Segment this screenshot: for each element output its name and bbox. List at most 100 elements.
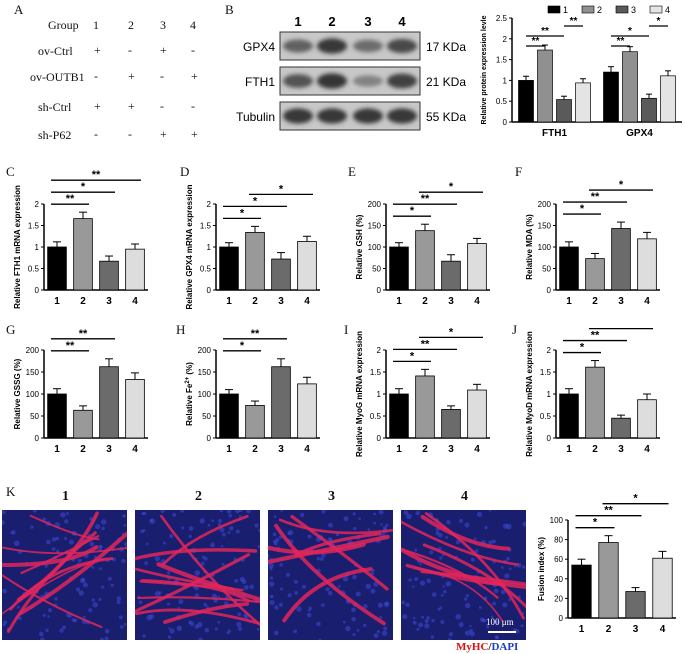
bar (47, 246, 67, 291)
nucleus (123, 523, 127, 527)
x-tick-label: 3 (278, 296, 284, 307)
nucleus (345, 625, 351, 632)
nucleus (98, 597, 102, 602)
protein-label: GPX4 (243, 40, 275, 54)
nucleus (160, 510, 165, 513)
myotube (137, 596, 260, 604)
nucleus (178, 599, 184, 604)
bar (415, 230, 435, 291)
mark: + (94, 99, 101, 113)
y-tick-label: 2 (207, 200, 212, 209)
y-tick-label: 2 (547, 346, 552, 355)
y-tick-label: 1.5 (540, 368, 552, 377)
nucleus (168, 627, 171, 630)
x-tick-label: 2 (606, 624, 612, 635)
nucleus (241, 579, 247, 584)
x-tick-label: 4 (132, 296, 138, 307)
nucleus (217, 620, 221, 624)
chart-d: 0 0.5 1 1.5 2 Relative GPX4 mRNA expression 1 2… (185, 183, 320, 310)
bar (598, 542, 619, 619)
x-tick-label: 4 (132, 444, 138, 455)
nucleus (188, 534, 192, 539)
micro-label-3: 3 (328, 489, 335, 504)
nucleus (473, 537, 477, 541)
nucleus (269, 576, 274, 580)
nucleus (10, 531, 14, 535)
nucleus (55, 536, 60, 541)
x-tick-label: 3 (633, 624, 639, 635)
nucleus (162, 541, 166, 545)
bar (637, 238, 657, 291)
lane-label: 2 (328, 14, 335, 29)
y-axis-label: Relative GSH (%) (355, 214, 364, 279)
nucleus (445, 535, 448, 539)
nucleus (154, 555, 161, 562)
nucleus (82, 582, 88, 588)
western-blot-image: 1 2 3 4 GPX4 17 KDa FTH1 21 KDa Tubulin 55 KDa (236, 14, 466, 131)
nucleus (418, 622, 423, 628)
nucleus (144, 561, 148, 566)
nucleus (104, 636, 109, 640)
nucleus (236, 621, 242, 627)
nucleus (299, 512, 305, 518)
bar (571, 564, 592, 619)
nucleus (269, 600, 275, 606)
nucleus (373, 633, 379, 639)
nucleus (167, 635, 172, 639)
blot-band (283, 39, 313, 53)
nucleus (59, 628, 64, 633)
nucleus (42, 613, 46, 617)
nucleus (181, 526, 185, 530)
myotube (135, 548, 258, 561)
legend-swatch (547, 5, 561, 14)
bar (603, 71, 619, 123)
bar (556, 99, 572, 123)
y-tick-label: 200 (198, 346, 212, 355)
significance-label: ** (421, 193, 430, 205)
nucleus (488, 540, 493, 545)
nucleus (469, 628, 473, 633)
nucleus (166, 571, 171, 575)
nucleus (166, 602, 170, 606)
nucleus (287, 593, 292, 598)
myotube (420, 514, 511, 551)
nucleus (2, 623, 6, 627)
nucleus (419, 562, 422, 566)
myotube (290, 514, 389, 591)
bar (245, 405, 265, 439)
y-tick-label: 100 (538, 243, 552, 252)
x-tick-label: 3 (618, 296, 624, 307)
band-size-label: 17 KDa (426, 40, 466, 54)
mark: - (191, 99, 195, 113)
y-tick-label: 0 (547, 434, 552, 443)
nucleus (522, 521, 526, 527)
nucleus (352, 512, 356, 516)
nucleus (352, 632, 356, 637)
micrograph-4 (401, 510, 526, 640)
myotube (278, 518, 393, 535)
nucleus (431, 592, 437, 597)
panel-label-j: J (512, 322, 518, 337)
nucleus (408, 578, 412, 582)
nucleus (268, 562, 274, 569)
blot-band (317, 38, 347, 54)
nucleus (337, 585, 341, 588)
nucleus (268, 581, 275, 587)
micrograph-1 (2, 510, 127, 640)
nucleus (2, 588, 7, 594)
nucleus (362, 604, 368, 609)
nucleus (47, 608, 53, 613)
nucleus (142, 511, 147, 516)
western-blot: 1 2 3 4 GPX4 17 KDa FTH1 21 KDa Tubulin 55 KDa (228, 10, 478, 135)
bar (585, 366, 605, 439)
stain-dapi: DAPI (491, 641, 519, 653)
y-tick-label: 200 (368, 200, 382, 209)
panel-label-i: I (344, 322, 349, 337)
nucleus (493, 588, 499, 594)
legend-swatch (649, 5, 663, 14)
chart-j: 0 0.5 1 1.5 2 Relative MyoD mRNA expression 1 2… (525, 328, 660, 457)
nucleus (464, 522, 470, 528)
y-tick-label: 20 (554, 594, 563, 603)
significance-label: * (240, 340, 245, 352)
nucleus (431, 618, 435, 623)
